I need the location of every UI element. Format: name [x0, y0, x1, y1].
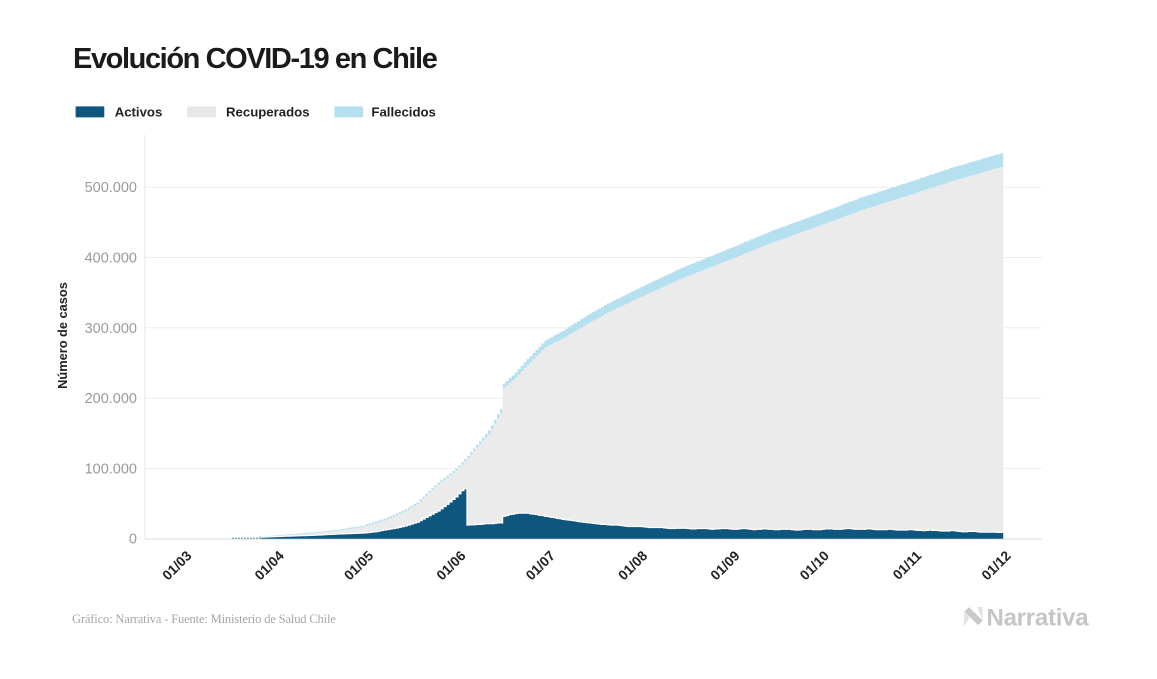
svg-text:Fallecidos: Fallecidos — [371, 105, 436, 120]
svg-text:Activos: Activos — [115, 105, 163, 120]
svg-text:400.000: 400.000 — [85, 251, 137, 267]
svg-text:Recuperados: Recuperados — [226, 105, 310, 120]
svg-text:100.000: 100.000 — [85, 461, 137, 477]
svg-text:500.000: 500.000 — [85, 180, 137, 196]
svg-text:0: 0 — [129, 532, 137, 548]
svg-text:Número de casos: Número de casos — [55, 282, 70, 389]
svg-text:Evolución COVID-19 en Chile: Evolución COVID-19 en Chile — [73, 43, 438, 75]
svg-text:Narrativa: Narrativa — [987, 604, 1090, 631]
svg-text:200.000: 200.000 — [85, 391, 137, 407]
svg-text:Gráfico: Narrativa - Fuente: M: Gráfico: Narrativa - Fuente: Ministerio … — [72, 612, 336, 626]
svg-text:300.000: 300.000 — [85, 321, 137, 337]
